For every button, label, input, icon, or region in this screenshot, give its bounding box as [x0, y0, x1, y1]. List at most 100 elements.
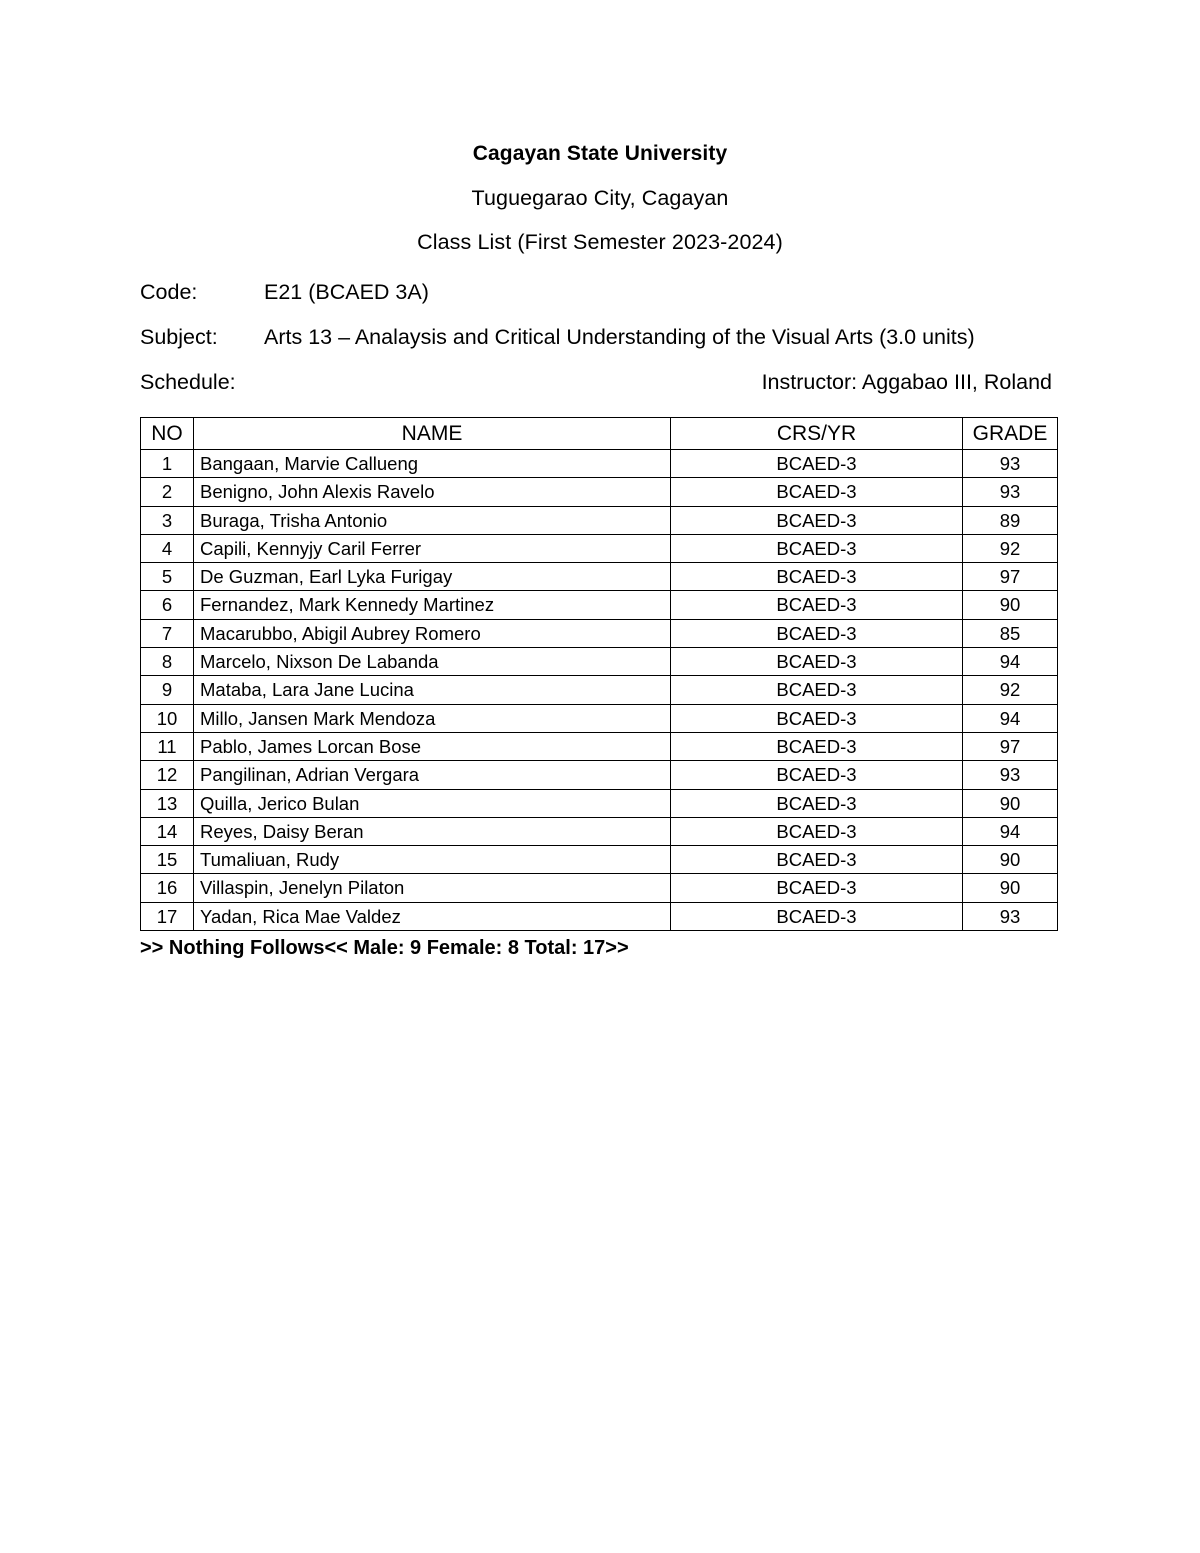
table-row: 9 Mataba, Lara Jane Lucina BCAED-3 92 [140, 675, 1058, 705]
cell-no: 15 [140, 845, 194, 875]
cell-grade: 97 [962, 731, 1058, 762]
code-value: E21 (BCAED 3A) [264, 280, 429, 304]
institution-name: Cagayan State University [472, 142, 728, 165]
cell-no: 9 [140, 675, 194, 705]
cell-crs: BCAED-3 [670, 760, 963, 790]
table-row: 2 Benigno, John Alexis Ravelo BCAED-3 93 [140, 477, 1058, 507]
cell-crs: BCAED-3 [670, 873, 963, 903]
document-heading: Cagayan State University Tuguegarao City… [140, 132, 1060, 264]
cell-no: 14 [140, 816, 194, 847]
cell-name: Buraga, Trisha Antonio [193, 505, 671, 535]
table-row: 15 Tumaliuan, Rudy BCAED-3 90 [140, 845, 1058, 875]
cell-name: Pangilinan, Adrian Vergara [193, 760, 671, 790]
cell-no: 8 [140, 647, 194, 677]
cell-crs: BCAED-3 [670, 533, 963, 564]
cell-grade: 92 [962, 533, 1058, 564]
table-header: NO NAME CRS/YR GRADE [140, 417, 1058, 450]
cell-name: Tumaliuan, Rudy [193, 845, 671, 875]
cell-grade: 92 [962, 675, 1058, 705]
table-body: 1 Bangaan, Marvie Callueng BCAED-3 93 2 Benig… [140, 448, 1058, 932]
table-row: 14 Reyes, Daisy Beran BCAED-3 94 [140, 816, 1058, 847]
table-row: 12 Pangilinan, Adrian Vergara BCAED-3 93 [140, 760, 1058, 790]
cell-crs: BCAED-3 [670, 590, 963, 620]
cell-no: 12 [140, 760, 194, 790]
table-row: 13 Quilla, Jerico Bulan BCAED-3 90 [140, 788, 1058, 818]
table-row: 11 Pablo, James Lorcan Bose BCAED-3 97 [140, 731, 1058, 762]
cell-no: 16 [140, 873, 194, 903]
cell-grade: 97 [962, 562, 1058, 592]
cell-no: 13 [140, 788, 194, 818]
cell-grade: 90 [962, 590, 1058, 620]
cell-name: Pablo, James Lorcan Bose [193, 731, 671, 762]
cell-name: Yadan, Rica Mae Valdez [193, 901, 671, 932]
cell-grade: 94 [962, 647, 1058, 677]
cell-crs: BCAED-3 [670, 731, 963, 762]
class-list-title: Class List (First Semester 2023-2024) [417, 230, 783, 254]
table-row: 17 Yadan, Rica Mae Valdez BCAED-3 93 [140, 901, 1058, 932]
cell-no: 5 [140, 562, 194, 592]
table-row: 4 Capili, Kennyjy Caril Ferrer BCAED-3 92 [140, 533, 1058, 564]
cell-no: 7 [140, 618, 194, 649]
cell-no: 4 [140, 533, 194, 564]
column-header-grade: GRADE [962, 417, 1058, 450]
table-row: 6 Fernandez, Mark Kennedy Martinez BCAED-3… [140, 590, 1058, 620]
cell-crs: BCAED-3 [670, 477, 963, 507]
cell-no: 6 [140, 590, 194, 620]
table-header-row: NO NAME CRS/YR GRADE [140, 417, 1058, 450]
cell-crs: BCAED-3 [670, 788, 963, 818]
cell-grade: 90 [962, 873, 1058, 903]
cell-crs: BCAED-3 [670, 675, 963, 705]
cell-crs: BCAED-3 [670, 845, 963, 875]
column-header-no: NO [140, 417, 194, 450]
table-row: 7 Macarubbo, Abigil Aubrey Romero BCAED-3 8… [140, 618, 1058, 649]
cell-grade: 93 [962, 760, 1058, 790]
code-row: Code: E21 (BCAED 3A) [140, 270, 1060, 315]
table-row: 10 Millo, Jansen Mark Mendoza BCAED-3 94 [140, 703, 1058, 733]
cell-name: Reyes, Daisy Beran [193, 816, 671, 847]
cell-no: 11 [140, 731, 194, 762]
cell-grade: 85 [962, 618, 1058, 649]
table-row: 16 Villaspin, Jenelyn Pilaton BCAED-3 90 [140, 873, 1058, 903]
cell-grade: 93 [962, 477, 1058, 507]
institution-location: Tuguegarao City, Cagayan [471, 186, 729, 210]
schedule-row: Schedule: Instructor: Aggabao III, Rolan… [140, 360, 1060, 405]
cell-crs: BCAED-3 [670, 703, 963, 733]
cell-name: Capili, Kennyjy Caril Ferrer [193, 533, 671, 564]
cell-grade: 89 [962, 505, 1058, 535]
code-label: Code: [140, 280, 198, 304]
document-body: Cagayan State University Tuguegarao City… [140, 132, 1060, 963]
cell-name: Mataba, Lara Jane Lucina [193, 675, 671, 705]
cell-no: 2 [140, 477, 194, 507]
cell-crs: BCAED-3 [670, 448, 963, 479]
cell-grade: 94 [962, 703, 1058, 733]
cell-name: Quilla, Jerico Bulan [193, 788, 671, 818]
cell-name: Millo, Jansen Mark Mendoza [193, 703, 671, 733]
class-list-table: NO NAME CRS/YR GRADE 1 Bangaan, Marvie Ca… [140, 417, 1058, 932]
cell-name: De Guzman, Earl Lyka Furigay [193, 562, 671, 592]
cell-crs: BCAED-3 [670, 816, 963, 847]
subject-row: Subject: Arts 13 – Analaysis and Critica… [140, 315, 1060, 360]
cell-grade: 94 [962, 816, 1058, 847]
cell-grade: 90 [962, 788, 1058, 818]
table-row: 8 Marcelo, Nixson De Labanda BCAED-3 94 [140, 647, 1058, 677]
cell-name: Villaspin, Jenelyn Pilaton [193, 873, 671, 903]
cell-crs: BCAED-3 [670, 505, 963, 535]
footer-note: >> Nothing Follows<< Male: 9 Female: 8 T… [140, 937, 629, 960]
cell-grade: 93 [962, 448, 1058, 479]
instructor-value: Instructor: Aggabao III, Roland [761, 370, 1052, 394]
schedule-label: Schedule: [140, 370, 236, 394]
table-row: 5 De Guzman, Earl Lyka Furigay BCAED-3 97 [140, 562, 1058, 592]
cell-name: Benigno, John Alexis Ravelo [193, 477, 671, 507]
course-meta-block: Code: E21 (BCAED 3A) Subject: Arts 13 – … [140, 270, 1060, 405]
cell-crs: BCAED-3 [670, 647, 963, 677]
cell-name: Fernandez, Mark Kennedy Martinez [193, 590, 671, 620]
subject-label: Subject: [140, 325, 218, 349]
table-row: 3 Buraga, Trisha Antonio BCAED-3 89 [140, 505, 1058, 535]
cell-grade: 93 [962, 901, 1058, 932]
cell-grade: 90 [962, 845, 1058, 875]
column-header-crs: CRS/YR [670, 417, 963, 450]
cell-crs: BCAED-3 [670, 901, 963, 932]
cell-name: Marcelo, Nixson De Labanda [193, 647, 671, 677]
cell-name: Macarubbo, Abigil Aubrey Romero [193, 618, 671, 649]
